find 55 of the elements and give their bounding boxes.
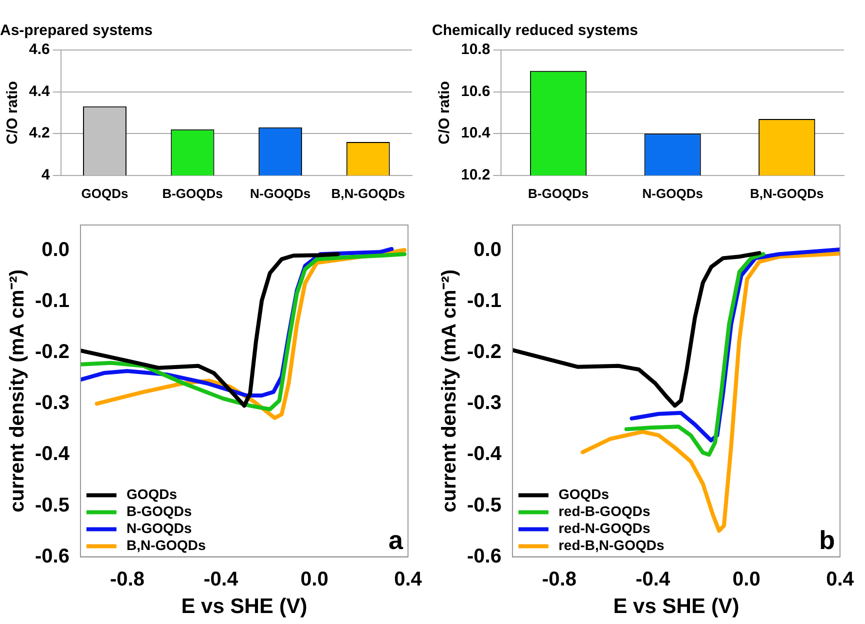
y-tick-label: -0.1 bbox=[466, 290, 502, 312]
y-tick-label: 10.4 bbox=[460, 124, 491, 142]
x-tick-label: -0.8 bbox=[542, 568, 576, 590]
x-tick-label: 0.0 bbox=[732, 568, 760, 590]
y-tick-label: 10.8 bbox=[460, 41, 490, 58]
y-tick-label: -0.5 bbox=[34, 494, 70, 516]
x-tick-label: -0.8 bbox=[110, 568, 144, 590]
y-tick-label: -0.1 bbox=[34, 290, 70, 312]
x-tick-label: GOQDs bbox=[81, 186, 128, 201]
x-axis-title: E vs SHE (V) bbox=[613, 595, 740, 618]
y-tick-label: -0.3 bbox=[466, 392, 502, 414]
x-tick-label: 0.4 bbox=[394, 568, 423, 590]
y-tick-label: 4.6 bbox=[28, 41, 50, 58]
legend-label: N-GOQDs bbox=[126, 520, 192, 536]
x-axis-title: E vs SHE (V) bbox=[181, 595, 308, 618]
x-tick-label: -0.4 bbox=[636, 568, 671, 590]
x-tick-label: -0.4 bbox=[204, 568, 239, 590]
y-tick-label: 4.2 bbox=[28, 124, 50, 142]
y-tick-label: 0.0 bbox=[42, 239, 70, 262]
x-tick-label: 0.0 bbox=[300, 568, 328, 590]
y-axis-title: current density (mA cm⁻²) bbox=[6, 269, 29, 512]
x-tick-label: 0.4 bbox=[826, 568, 855, 590]
legend-label: B-GOQDs bbox=[126, 503, 192, 520]
x-tick-label: B-GOQDs bbox=[162, 186, 223, 201]
annotation: a bbox=[388, 524, 404, 555]
legend-label: GOQDs bbox=[558, 486, 610, 502]
x-tick-label: N-GOQDs bbox=[250, 186, 311, 201]
legend-label: B,N-GOQDs bbox=[126, 537, 206, 554]
y-tick-label: 0.0 bbox=[474, 239, 502, 262]
y-tick-label: -0.5 bbox=[466, 494, 502, 516]
y-tick-label: -0.4 bbox=[466, 443, 502, 466]
x-tick-label: B-GOQDs bbox=[528, 186, 589, 201]
y-tick-label: -0.6 bbox=[34, 545, 70, 568]
x-tick-label: N-GOQDs bbox=[642, 186, 703, 201]
y-tick-label: -0.3 bbox=[34, 392, 70, 414]
x-tick-label: B,N-GOQDs bbox=[331, 186, 405, 201]
legend-label: GOQDs bbox=[126, 486, 178, 502]
y-tick-label: -0.2 bbox=[466, 341, 502, 364]
y-axis-title: current density (mA cm⁻²) bbox=[438, 269, 461, 512]
y-axis-title: C/O ratio bbox=[436, 81, 454, 144]
y-tick-label: 4 bbox=[42, 166, 51, 184]
y-axis-title: C/O ratio bbox=[4, 81, 22, 144]
legend-label: red-N-GOQDs bbox=[558, 520, 650, 536]
chart-title: Chemically reduced systems bbox=[432, 22, 638, 40]
legend-label: red-B,N-GOQDs bbox=[558, 537, 664, 554]
annotation: b bbox=[819, 524, 835, 555]
chart-title: As-prepared systems bbox=[0, 22, 153, 40]
y-tick-label: -0.6 bbox=[466, 545, 502, 568]
y-tick-label: 4.4 bbox=[28, 82, 50, 100]
y-tick-label: 10.2 bbox=[460, 166, 490, 184]
x-tick-label: B,N-GOQDs bbox=[750, 186, 824, 201]
legend-label: red-B-GOQDs bbox=[558, 503, 650, 520]
y-tick-label: -0.2 bbox=[34, 341, 70, 364]
y-tick-label: -0.4 bbox=[34, 443, 70, 466]
y-tick-label: 10.6 bbox=[460, 82, 490, 100]
